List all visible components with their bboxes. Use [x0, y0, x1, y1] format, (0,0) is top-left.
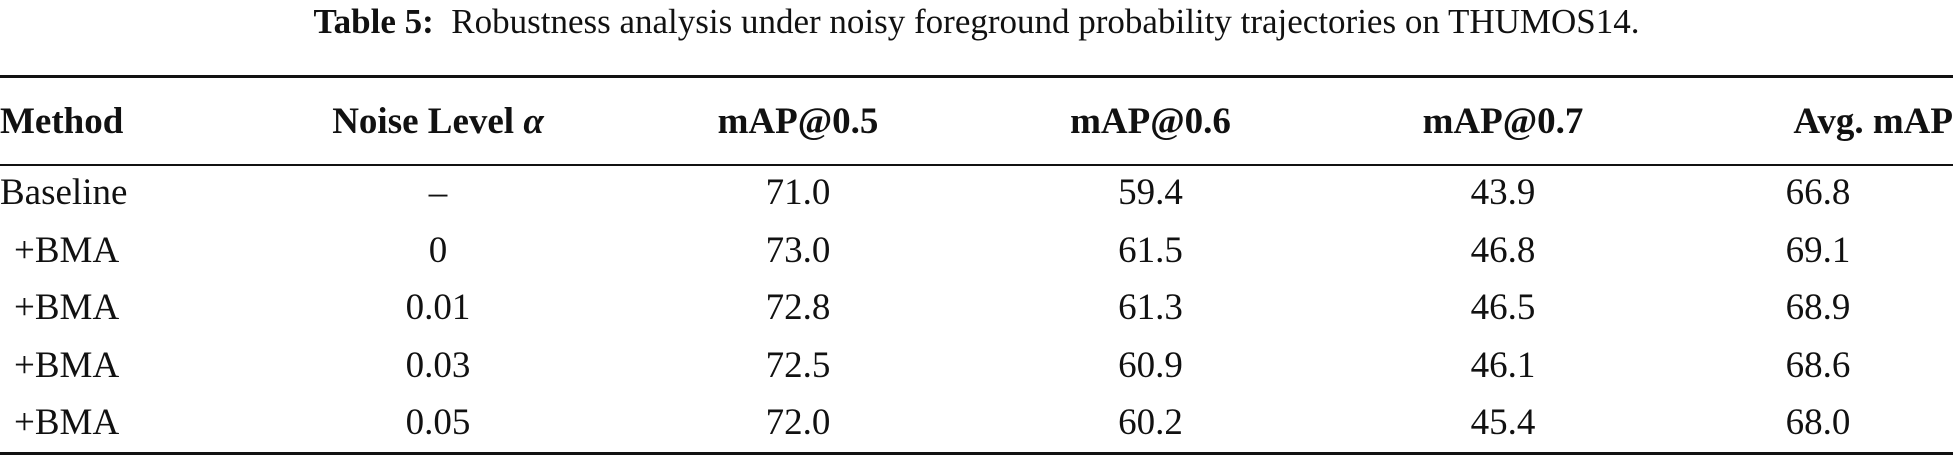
caption-text: Robustness analysis under noisy foregrou…: [451, 2, 1640, 41]
cell-map-07: 46.8: [1470, 229, 1536, 271]
header-map-06: mAP@0.6: [1070, 100, 1231, 142]
cell-map-06: 60.2: [1118, 402, 1183, 444]
header-method: Method: [0, 100, 124, 142]
cell-noise: –: [428, 172, 448, 214]
header-map-05: mAP@0.5: [717, 100, 879, 142]
cell-map-06: 61.3: [1118, 287, 1183, 329]
table-row: +BMA 0 73.0 61.5 46.8 69.1: [0, 222, 1953, 280]
bottom-rule: [0, 452, 1953, 455]
header-noise-label: Noise Level: [332, 100, 524, 142]
header-row: Method Noise Level α mAP@0.5 mAP@0.6 mAP…: [0, 78, 1953, 164]
cell-map-05: 72.5: [765, 344, 831, 386]
cell-noise: 0.03: [405, 344, 471, 386]
caption-label: Table 5:: [313, 2, 434, 41]
cell-method: +BMA: [14, 344, 120, 386]
cell-avg-map: 66.8: [1785, 172, 1851, 214]
header-avg-map: Avg. mAP: [1793, 100, 1953, 142]
header-map-07: mAP@0.7: [1422, 100, 1584, 142]
cell-avg-map: 68.9: [1785, 287, 1851, 329]
cell-noise: 0.05: [405, 402, 471, 444]
cell-map-07: 46.5: [1470, 287, 1536, 329]
cell-avg-map: 69.1: [1785, 229, 1851, 271]
cell-map-06: 59.4: [1118, 172, 1183, 214]
header-rule: [0, 164, 1953, 166]
cell-map-07: 46.1: [1470, 344, 1536, 386]
alpha-symbol: α: [523, 100, 544, 142]
cell-method: +BMA: [14, 287, 120, 329]
cell-noise: 0: [428, 229, 448, 271]
results-table: Method Noise Level α mAP@0.5 mAP@0.6 mAP…: [0, 78, 1953, 452]
table-row: +BMA 0.05 72.0 60.2 45.4 68.0: [0, 394, 1953, 452]
cell-map-06: 60.9: [1118, 344, 1183, 386]
cell-avg-map: 68.0: [1785, 402, 1851, 444]
table-row: Baseline – 71.0 59.4 43.9 66.8: [0, 164, 1953, 222]
cell-map-05: 71.0: [765, 172, 831, 214]
cell-map-07: 45.4: [1470, 402, 1536, 444]
cell-map-05: 72.8: [765, 287, 831, 329]
cell-map-07: 43.9: [1470, 172, 1536, 214]
table-caption: Table 5: Robustness analysis under noisy…: [0, 0, 1953, 54]
cell-map-06: 61.5: [1118, 229, 1183, 271]
cell-noise: 0.01: [405, 287, 471, 329]
cell-method: +BMA: [14, 402, 120, 444]
cell-method: +BMA: [14, 229, 120, 271]
table-row: +BMA 0.03 72.5 60.9 46.1 68.6: [0, 337, 1953, 395]
cell-map-05: 72.0: [765, 402, 831, 444]
cell-avg-map: 68.6: [1785, 344, 1851, 386]
cell-method: Baseline: [0, 172, 128, 214]
top-rule: [0, 75, 1953, 78]
header-noise-level: Noise Level α: [258, 78, 618, 164]
cell-map-05: 73.0: [765, 229, 831, 271]
table-row: +BMA 0.01 72.8 61.3 46.5 68.9: [0, 279, 1953, 337]
